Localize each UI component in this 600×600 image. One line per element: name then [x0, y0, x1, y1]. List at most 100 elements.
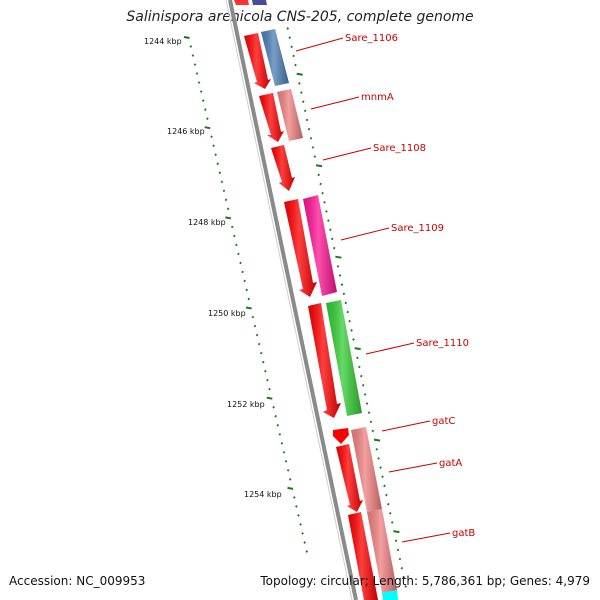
gene-bar — [351, 427, 382, 512]
outer-tick — [332, 246, 336, 250]
outer-tick — [358, 365, 361, 369]
scale-major-tick — [225, 216, 232, 220]
gene-arrow — [259, 93, 284, 142]
scale-minor-tick — [243, 279, 246, 283]
genome-stats: Topology: circular; Length: 5,786,361 bp… — [260, 574, 590, 588]
outer-tick — [321, 191, 324, 195]
scale-minor-tick — [193, 63, 197, 66]
gene-label-sare-1110: Sare_1110 — [416, 338, 469, 349]
scale-major-tick — [183, 36, 190, 39]
gene-label-gatc: gatC — [432, 416, 455, 427]
outer-tick — [292, 54, 295, 58]
scale-minor-tick — [295, 505, 298, 508]
scale-minor-tick — [195, 72, 199, 75]
scale-minor-tick — [293, 496, 296, 499]
outer-tick — [340, 283, 344, 286]
outer-tick — [288, 36, 291, 39]
scale-major-tick — [266, 396, 273, 400]
outer-tick — [329, 228, 332, 232]
scale-minor-tick — [261, 360, 265, 364]
scale-major-tick — [287, 486, 294, 490]
scale-minor-tick — [245, 288, 249, 292]
outer-tick — [365, 402, 369, 405]
forward-strand-genes — [234, 0, 378, 600]
scale-ticks — [183, 36, 309, 553]
outer-tick — [319, 182, 322, 186]
outer-tick — [402, 576, 406, 579]
outer-tick — [363, 393, 367, 396]
outer-tick — [388, 511, 392, 515]
gene-bar — [382, 590, 398, 600]
outer-tick — [400, 566, 404, 570]
scale-minor-tick — [232, 234, 236, 238]
scale-minor-tick — [197, 81, 201, 84]
outer-tick — [359, 374, 363, 378]
outer-tick — [381, 475, 384, 479]
backbone — [225, 0, 358, 600]
gene-arrow — [308, 303, 341, 418]
outer-tick — [309, 136, 313, 140]
scale-minor-tick — [251, 315, 255, 319]
scale-minor-tick — [241, 270, 244, 274]
outer-tick — [327, 219, 330, 222]
outer-tick — [317, 173, 321, 177]
scale-minor-tick — [235, 243, 238, 247]
outer-tick — [371, 429, 375, 433]
scale-minor-tick — [297, 514, 300, 517]
outer-tick — [396, 548, 400, 552]
scale-minor-tick — [239, 261, 242, 265]
outer-tick — [394, 539, 398, 543]
outer-tick — [385, 493, 388, 497]
outer-tick — [323, 200, 326, 204]
scale-minor-tick — [189, 45, 193, 48]
gene-arrow — [244, 33, 271, 89]
gene-label-sare-1108: Sare_1108 — [373, 143, 426, 154]
scale-minor-tick — [210, 135, 213, 139]
scale-minor-tick — [266, 378, 269, 382]
scale-minor-tick — [257, 342, 261, 346]
scale-minor-tick — [288, 478, 292, 481]
gene-label-sare-1109: Sare_1109 — [391, 223, 444, 234]
scale-minor-tick — [264, 369, 267, 373]
outer-tick — [311, 146, 315, 149]
scale-minor-tick — [278, 432, 282, 436]
outer-tick — [307, 127, 311, 131]
outer-tick — [286, 27, 290, 30]
outer-tick — [398, 557, 402, 561]
scale-label-1252: 1252 kbp — [227, 400, 265, 409]
scale-minor-tick — [280, 441, 284, 445]
scale-label-1246: 1246 kbp — [167, 127, 205, 136]
scale-minor-tick — [284, 459, 288, 463]
scale-minor-tick — [276, 423, 280, 427]
scale-minor-tick — [272, 405, 275, 409]
outer-tick — [354, 347, 361, 351]
outer-tick — [305, 118, 309, 122]
outer-tick — [336, 265, 340, 268]
map-title: Salinispora arenicola CNS-205, complete … — [126, 9, 474, 25]
scale-minor-tick — [255, 333, 259, 337]
outer-tick — [356, 356, 359, 360]
gene-label-gata: gatA — [439, 458, 462, 469]
outer-tick — [338, 274, 342, 277]
gene-label-gatb: gatB — [452, 528, 475, 539]
gene-labels: Sare_1106 mnmA Sare_1108 Sare_1109 Sare_… — [345, 33, 475, 539]
outer-ring-genes — [252, 0, 398, 600]
gene-arrow — [333, 428, 349, 444]
gene-bar — [303, 195, 337, 296]
scale-minor-tick — [305, 550, 309, 553]
scale-minor-tick — [220, 180, 224, 184]
accession-label: Accession: NC_009953 — [9, 574, 146, 588]
scale-label-1248: 1248 kbp — [188, 218, 226, 227]
outer-tick — [290, 45, 293, 49]
scale-minor-tick — [226, 207, 230, 211]
gene-arrow — [348, 512, 378, 600]
scale-minor-tick — [274, 414, 278, 418]
scale-labels: 1244 kbp 1246 kbp 1248 kbp 1250 kbp 1252… — [144, 37, 282, 499]
outer-tick — [350, 329, 353, 332]
scale-label-1244: 1244 kbp — [144, 37, 182, 46]
scale-minor-tick — [206, 117, 209, 120]
scale-minor-tick — [286, 469, 290, 472]
outer-tick — [369, 420, 373, 424]
outer-tick — [298, 82, 301, 85]
gene-label-sare-1106: Sare_1106 — [345, 33, 398, 44]
